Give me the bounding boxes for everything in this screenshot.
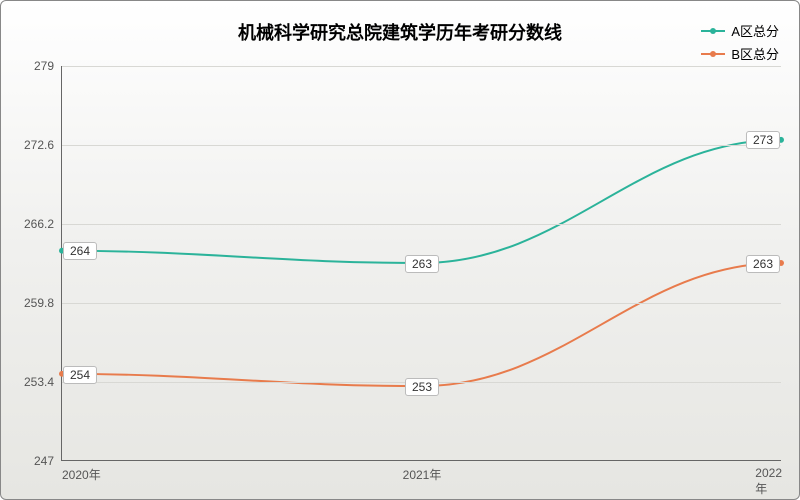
- x-axis-label: 2021年: [403, 460, 442, 483]
- legend: A区总分 B区总分: [701, 21, 779, 67]
- chart-container: 机械科学研究总院建筑学历年考研分数线 A区总分 B区总分 247253.4259…: [0, 0, 800, 500]
- legend-dot-b: [710, 51, 716, 57]
- data-label: 253: [405, 378, 439, 396]
- plot-area: 247253.4259.8266.2272.62792020年2021年2022…: [61, 66, 781, 461]
- legend-item-a: A区总分: [701, 21, 779, 40]
- y-axis-label: 279: [34, 59, 62, 73]
- y-axis-label: 266.2: [24, 217, 62, 231]
- x-axis-label: 2022年: [755, 460, 782, 497]
- data-label: 273: [746, 131, 780, 149]
- legend-label-a: A区总分: [731, 21, 779, 40]
- data-label: 263: [746, 255, 780, 273]
- data-label: 263: [405, 255, 439, 273]
- legend-item-b: B区总分: [701, 44, 779, 63]
- x-axis-label: 2020年: [62, 460, 101, 483]
- series-line: [62, 140, 781, 263]
- y-axis-label: 253.4: [24, 375, 62, 389]
- data-label: 264: [63, 242, 97, 260]
- legend-label-b: B区总分: [731, 44, 779, 63]
- legend-dot-a: [710, 28, 716, 34]
- chart-title: 机械科学研究总院建筑学历年考研分数线: [238, 19, 562, 45]
- y-axis-label: 247: [34, 454, 62, 468]
- legend-line-b: [701, 53, 725, 55]
- series-line: [62, 263, 781, 386]
- y-axis-label: 272.6: [24, 138, 62, 152]
- y-axis-label: 259.8: [24, 296, 62, 310]
- gridline: [62, 66, 781, 67]
- legend-line-a: [701, 30, 725, 32]
- gridline: [62, 145, 781, 146]
- data-label: 254: [63, 366, 97, 384]
- gridline: [62, 303, 781, 304]
- gridline: [62, 224, 781, 225]
